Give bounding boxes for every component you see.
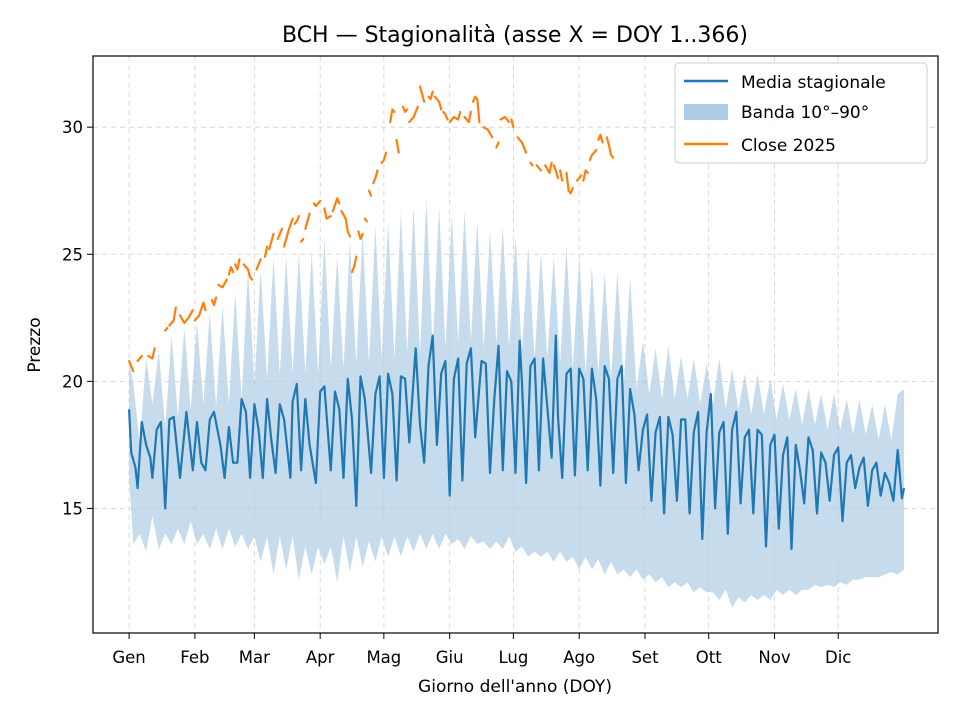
- legend-swatch-band: [684, 104, 728, 120]
- close-2025-segment: [401, 105, 409, 114]
- close-2025-segment: [178, 309, 194, 324]
- chart-title: BCH — Stagionalità (asse X = DOY 1..366): [282, 23, 748, 48]
- close-2025-segment: [535, 164, 543, 172]
- close-2025-segment: [357, 230, 364, 241]
- close-2025-segment: [442, 110, 449, 121]
- x-tick-label: Dic: [825, 648, 851, 667]
- x-tick-label: Mar: [239, 648, 270, 667]
- close-2025-segment: [418, 85, 426, 103]
- close-2025-segment: [482, 126, 494, 139]
- close-2025-segment: [471, 95, 481, 124]
- legend-label-close: Close 2025: [741, 136, 836, 156]
- close-2025-segment: [323, 207, 332, 220]
- close-2025-segment: [510, 118, 515, 129]
- close-2025-segment: [597, 133, 604, 144]
- close-2025-segment: [340, 210, 351, 238]
- x-tick-label: Gen: [112, 648, 145, 667]
- seasonal-mean-line: [128, 334, 906, 551]
- x-tick-label: Set: [631, 648, 659, 667]
- close-2025-segment: [242, 263, 254, 281]
- close-2025-segment: [516, 136, 528, 154]
- close-2025-segment: [283, 217, 294, 248]
- close-2025-segment: [217, 278, 228, 289]
- close-2025-segment: [350, 255, 358, 274]
- close-2025-segment: [495, 141, 500, 149]
- x-tick-label: Nov: [758, 648, 790, 667]
- close-2025-segment: [210, 296, 218, 307]
- close-2025-segment: [499, 115, 511, 124]
- close-2025-segment: [558, 169, 564, 182]
- x-tick-label: Apr: [306, 648, 335, 667]
- close-2025-segment: [227, 265, 235, 276]
- close-2025-segment: [427, 90, 434, 101]
- y-tick-label: 25: [62, 245, 83, 264]
- y-axis-label: Prezzo: [25, 317, 45, 372]
- x-axis-label: Giorno dell'anno (DOY): [418, 677, 612, 697]
- x-tick-label: Ago: [563, 648, 595, 667]
- close-2025-segment: [552, 164, 560, 180]
- close-2025-segment: [193, 301, 207, 322]
- x-axis-ticks: Gen Feb Mar Apr Mag Giu Lug Ago Set Ott Nov Dic: [112, 633, 851, 667]
- x-tick-label: Giu: [436, 648, 464, 667]
- close-2025-segment: [463, 110, 472, 124]
- close-2025-segment: [263, 245, 269, 258]
- x-tick-label: Feb: [180, 648, 209, 667]
- close-2025-segment: [605, 136, 615, 159]
- line-layer: [128, 85, 906, 551]
- close-2025-segment: [331, 197, 341, 213]
- close-2025-segment: [380, 151, 388, 164]
- close-2025-segment: [276, 227, 284, 241]
- legend: Media stagionale Banda 10°–90° Close 202…: [674, 62, 928, 164]
- close-2025-segment: [128, 359, 135, 373]
- plot-frame: [92, 55, 939, 634]
- close-2025-segment: [588, 148, 598, 162]
- close-2025-segment: [433, 95, 443, 111]
- close-2025-segment: [293, 215, 300, 225]
- close-2025-segment: [544, 161, 553, 174]
- close-2025-segment: [304, 212, 311, 230]
- x-tick-label: Ott: [696, 648, 722, 667]
- band-area-10-90: [129, 198, 905, 608]
- close-2025-segment: [395, 138, 400, 154]
- close-2025-segment: [448, 110, 462, 124]
- close-2025-segment: [408, 105, 419, 124]
- close-2025-segment: [529, 161, 534, 167]
- close-2025-segment: [565, 171, 574, 195]
- close-2025-segment: [312, 199, 322, 208]
- legend-box: [674, 62, 928, 164]
- y-axis-ticks: 15 20 25 30: [62, 118, 93, 518]
- close-2025-segment: [234, 258, 241, 271]
- close-2025-segment: [164, 326, 169, 332]
- x-tick-label: Lug: [498, 648, 528, 667]
- close-2025-segment: [363, 217, 368, 223]
- close-2025-segment: [389, 108, 396, 124]
- close-2025-segment: [300, 237, 305, 243]
- close-2025-segment: [367, 189, 373, 197]
- close-2025-segment: [136, 354, 143, 363]
- close-2025-segment: [372, 169, 379, 185]
- close-2025-segment: [268, 232, 275, 251]
- close-2025-segment: [255, 258, 262, 271]
- y-tick-label: 30: [62, 118, 83, 137]
- close-2025-segment: [147, 347, 156, 360]
- legend-label-mean: Media stagionale: [741, 73, 886, 93]
- band-layer: [129, 198, 905, 608]
- close-2025-segment: [168, 306, 177, 327]
- close-2025-segment: [575, 174, 583, 182]
- close-2025-segment: [582, 169, 589, 182]
- y-tick-label: 20: [62, 372, 83, 391]
- y-tick-label: 15: [62, 499, 83, 518]
- legend-label-band: Banda 10°–90°: [741, 103, 869, 123]
- x-tick-label: Mag: [366, 648, 401, 667]
